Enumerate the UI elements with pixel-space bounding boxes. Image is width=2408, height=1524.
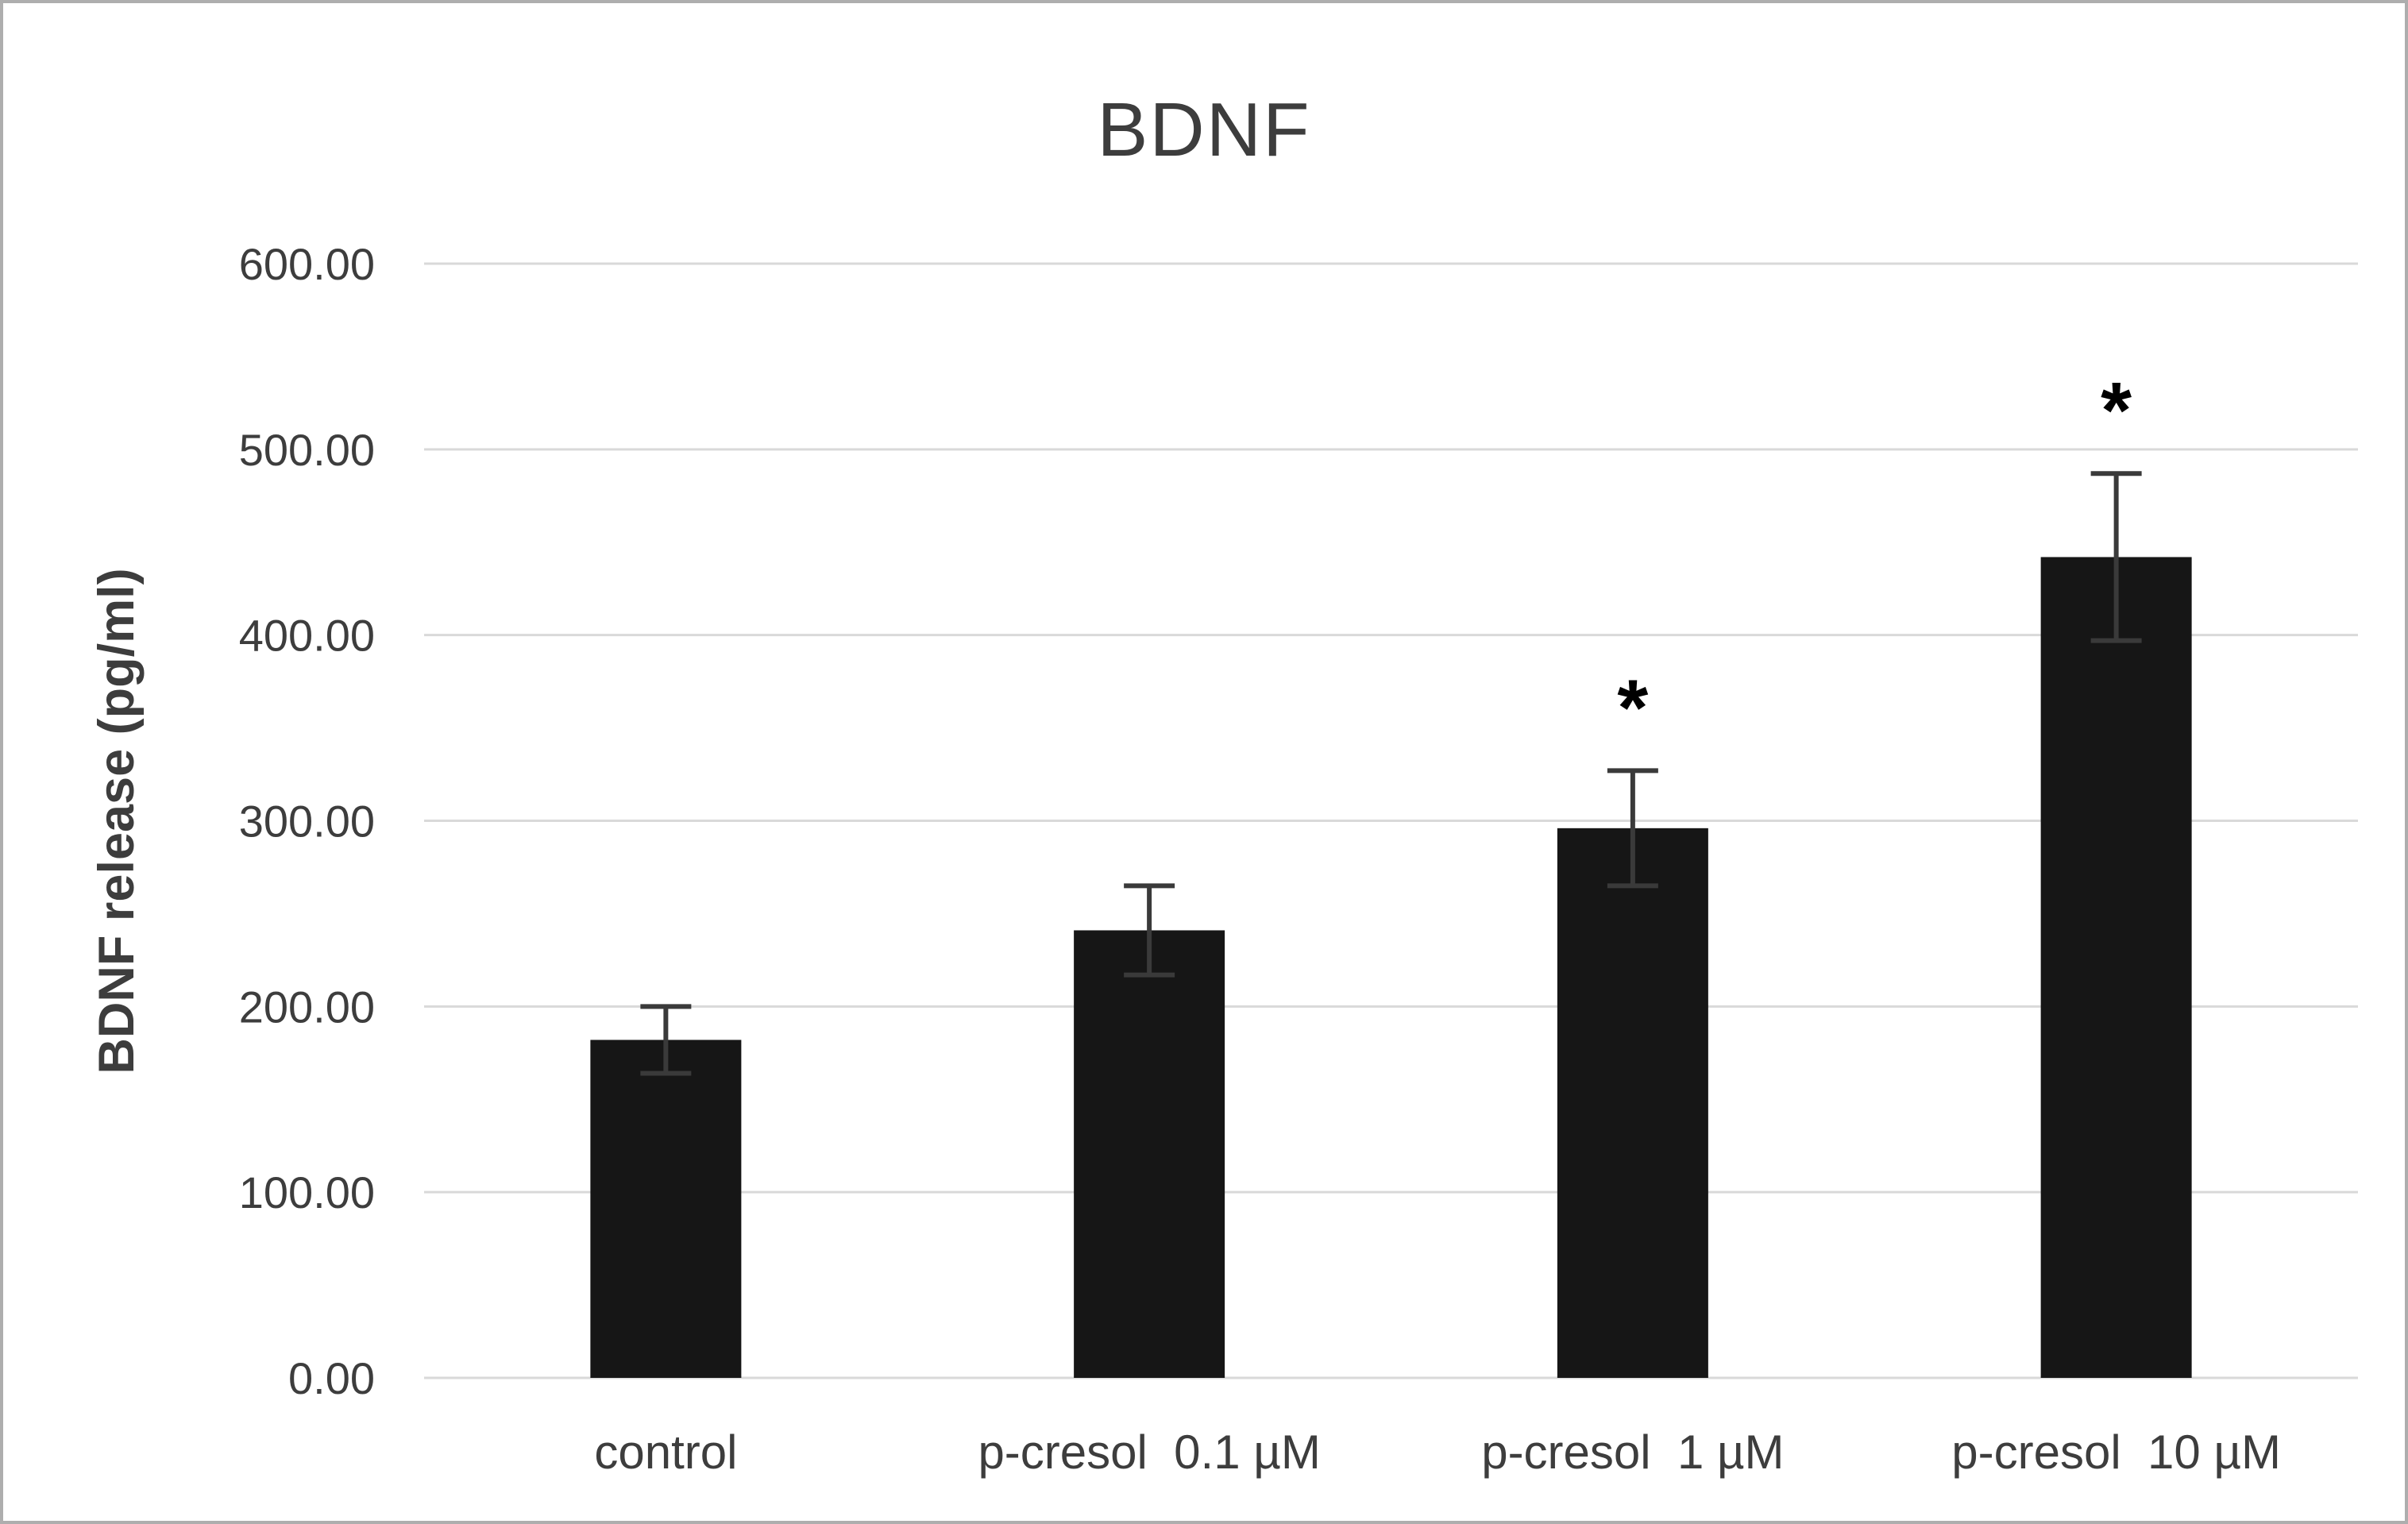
y-tick-label: 500.00: [239, 425, 375, 475]
y-tick-label: 300.00: [239, 797, 375, 847]
y-tick-label: 200.00: [239, 982, 375, 1032]
bar: [1557, 828, 1708, 1378]
y-tick-label: 0.00: [288, 1353, 375, 1403]
bar-chart-plot-area: 0.00 100.00 200.00 300.00 400.00 500.00 600.00…: [239, 239, 2358, 1479]
chart-title: BDNF: [1097, 87, 1311, 172]
y-tick-label: 100.00: [239, 1167, 375, 1217]
significance-asterisk: *: [1617, 663, 1648, 752]
bar: [590, 1040, 742, 1378]
x-category-label: p-cresol 10 µM: [1951, 1426, 2281, 1479]
x-category-label: control: [594, 1426, 737, 1479]
x-category-label: p-cresol 1 µM: [1481, 1426, 1784, 1479]
bar: [1074, 930, 1225, 1378]
y-tick-label: 600.00: [239, 239, 375, 289]
x-category-label: p-cresol 0.1 µM: [978, 1426, 1320, 1479]
bar: [2040, 557, 2192, 1378]
y-tick-label: 400.00: [239, 611, 375, 661]
significance-asterisk: *: [2101, 366, 2132, 455]
